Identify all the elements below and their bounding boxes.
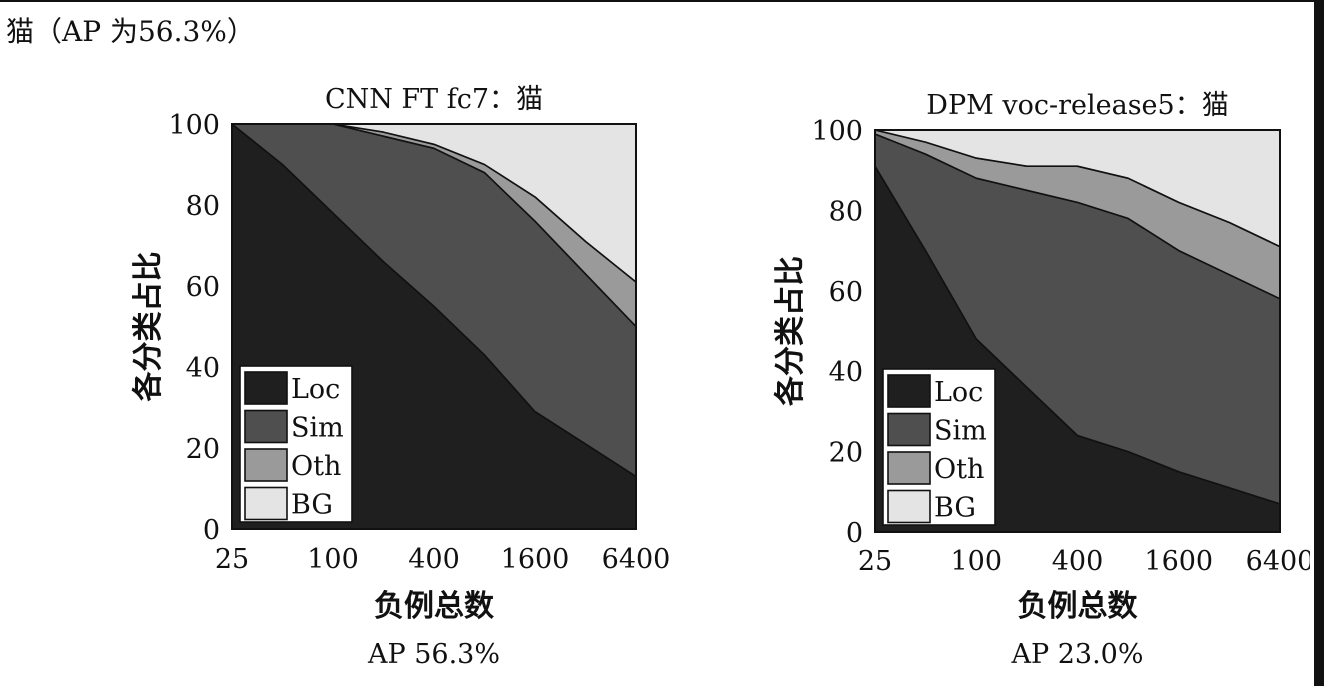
ap-caption: AP 23.0% — [1010, 639, 1143, 670]
ap-caption: AP 56.3% — [367, 639, 500, 670]
y-axis-label: 各分类占比 — [131, 252, 166, 403]
x-tick-label: 6400 — [1246, 546, 1310, 577]
y-tick-label: 100 — [168, 110, 220, 141]
legend-swatch-oth — [244, 448, 288, 482]
y-tick-label: 20 — [186, 434, 220, 465]
y-tick-label: 80 — [829, 196, 863, 227]
y-tick-label: 60 — [829, 277, 863, 308]
legend-label-sim: Sim — [934, 416, 987, 447]
legend-label-bg: BG — [934, 493, 976, 524]
legend-swatch-oth — [887, 451, 931, 485]
x-tick-label: 100 — [950, 546, 1002, 577]
figure-header: 猫（AP 为56.3%） — [6, 15, 255, 48]
legend-label-bg: BG — [291, 490, 333, 521]
y-tick-label: 60 — [186, 272, 220, 303]
chart-1: CNN FT fc7：猫 0 20 40 60 80 100 25 100 400 1600 6400… — [131, 84, 670, 670]
y-tick-label: 0 — [846, 518, 863, 549]
legend-swatch-bg — [887, 489, 931, 524]
legend-swatch-sim — [887, 412, 931, 447]
right-edge-strip — [1314, 0, 1324, 686]
legend-swatch-loc — [244, 371, 288, 405]
legend-label-oth: Oth — [934, 454, 984, 485]
x-tick-label: 400 — [1052, 546, 1104, 577]
x-axis-label: 负例总数 — [374, 589, 495, 624]
top-border — [0, 0, 1316, 2]
y-tick-label: 40 — [829, 357, 863, 388]
x-tick-label: 6400 — [602, 544, 671, 575]
x-tick-label: 25 — [215, 544, 249, 575]
plot-frame — [874, 129, 1281, 533]
y-tick-label: 100 — [811, 116, 863, 147]
legend-swatch-bg — [244, 486, 288, 521]
legend-swatch-loc — [887, 374, 931, 408]
legend-label-oth: Oth — [291, 451, 341, 482]
legend-label-loc: Loc — [291, 374, 340, 405]
y-tick-label: 20 — [829, 438, 863, 469]
x-tick-label: 400 — [408, 544, 460, 575]
legend-swatch-sim — [244, 409, 288, 444]
x-tick-label: 25 — [858, 546, 892, 577]
legend-label-sim: Sim — [291, 413, 344, 444]
chart-title: DPM voc-release5：猫 — [926, 90, 1228, 121]
legend: Loc Sim Oth BG — [882, 368, 996, 526]
legend-label-loc: Loc — [934, 377, 983, 408]
legend: Loc Sim Oth BG — [239, 365, 353, 523]
x-tick-label: 1600 — [501, 544, 570, 575]
x-axis-label: 负例总数 — [1018, 589, 1139, 624]
y-tick-label: 0 — [203, 515, 220, 546]
x-tick-label: 1600 — [1144, 546, 1213, 577]
chart-title: CNN FT fc7：猫 — [325, 84, 543, 115]
y-axis-label: 各分类占比 — [773, 256, 808, 407]
x-tick-label: 100 — [307, 544, 359, 575]
y-tick-label: 40 — [186, 353, 220, 384]
chart-2: DPM voc-release5：猫 0 20 40 60 80 100 25 100 400 16… — [773, 90, 1310, 670]
plot-frame — [231, 123, 637, 530]
y-tick-label: 80 — [186, 191, 220, 222]
